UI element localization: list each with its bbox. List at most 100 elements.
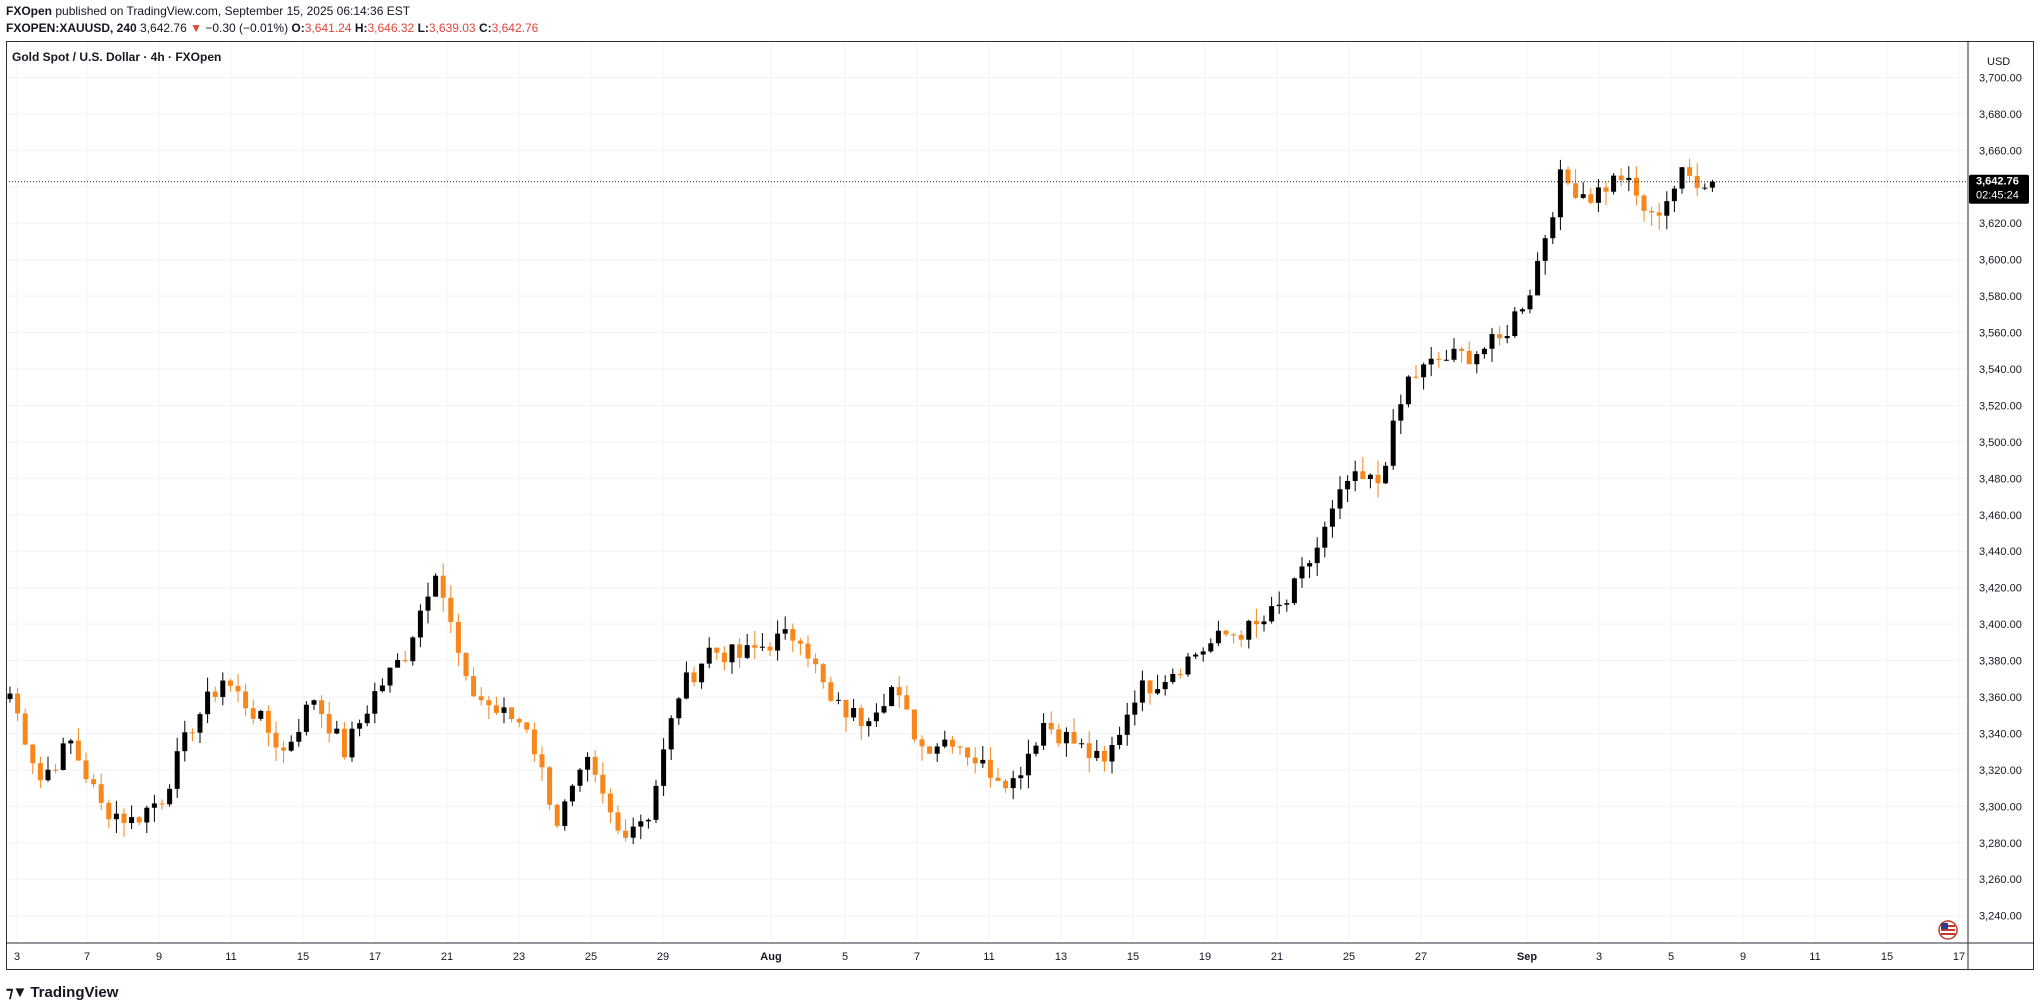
candle-body bbox=[934, 746, 940, 754]
candle-body bbox=[121, 813, 127, 824]
currency-label[interactable]: USD bbox=[1987, 56, 2010, 68]
y-tick-label: 3,300.00 bbox=[1979, 801, 2022, 813]
candle-body bbox=[159, 803, 165, 805]
candle-body bbox=[516, 719, 522, 723]
candle-body bbox=[395, 659, 401, 668]
tradingview-brand[interactable]: ⁊▼ TradingView bbox=[6, 983, 118, 1002]
candle-body bbox=[349, 728, 355, 758]
price-scale[interactable]: 3,240.00 3,260.00 3,280.00 3,300.00 3,320.00… bbox=[1979, 72, 2022, 922]
candle-body bbox=[250, 708, 256, 719]
candle-body bbox=[311, 700, 317, 705]
candle-body bbox=[1466, 350, 1472, 365]
candle-body bbox=[1405, 376, 1411, 405]
y-tick-label: 3,340.00 bbox=[1979, 728, 2022, 740]
candle-body bbox=[737, 644, 743, 658]
x-tick-label: 21 bbox=[441, 951, 453, 963]
candle-body bbox=[911, 709, 917, 740]
candle-body bbox=[1185, 656, 1191, 675]
candle-body bbox=[1557, 169, 1563, 218]
low-value: 3,639.03 bbox=[428, 21, 476, 35]
publisher-name[interactable]: FXOpen bbox=[6, 4, 53, 18]
candle-body bbox=[1687, 167, 1693, 176]
candle-body bbox=[752, 645, 758, 648]
candle-body bbox=[1512, 311, 1518, 337]
candle-body bbox=[493, 705, 499, 713]
x-tick-label: Aug bbox=[760, 951, 781, 963]
candle-body bbox=[1390, 420, 1396, 466]
candle-body bbox=[98, 784, 104, 803]
candle-body bbox=[554, 804, 560, 826]
candle-body bbox=[319, 700, 325, 714]
candle-body bbox=[1489, 334, 1495, 349]
x-tick-label: 15 bbox=[297, 951, 309, 963]
candle-body bbox=[53, 769, 59, 771]
candle-body bbox=[1200, 651, 1206, 655]
x-tick-label: 15 bbox=[1127, 951, 1139, 963]
candle-body bbox=[1117, 734, 1123, 745]
candle-body bbox=[607, 793, 613, 813]
candle-body bbox=[478, 696, 484, 701]
candle-body bbox=[949, 739, 955, 747]
candle-body bbox=[1702, 187, 1708, 189]
y-tick-label: 3,240.00 bbox=[1979, 911, 2022, 923]
candle-body bbox=[1101, 750, 1107, 762]
candle-body bbox=[547, 767, 553, 805]
candle-body bbox=[1033, 745, 1039, 754]
candle-body bbox=[1170, 673, 1176, 682]
candle-body bbox=[653, 785, 659, 820]
candle-body bbox=[1641, 195, 1647, 211]
candle-body bbox=[68, 740, 74, 744]
chart-frame bbox=[6, 41, 2034, 970]
candle-body bbox=[600, 774, 606, 794]
candle-body bbox=[706, 647, 712, 664]
us-flag-icon[interactable] bbox=[1938, 920, 1958, 940]
candle-body bbox=[1413, 376, 1419, 378]
candle-body bbox=[106, 802, 112, 820]
candle-body bbox=[1519, 309, 1525, 312]
candle-body bbox=[683, 672, 689, 699]
close-label: C: bbox=[478, 21, 492, 35]
candle-body bbox=[167, 788, 173, 805]
high-label: H: bbox=[354, 21, 368, 35]
candle-body bbox=[1253, 620, 1259, 625]
candle-body bbox=[585, 756, 591, 770]
candle-body bbox=[7, 693, 13, 700]
candle-body bbox=[1337, 489, 1343, 509]
change-value: −0.30 (−0.01%) bbox=[205, 21, 289, 35]
candle-body bbox=[1664, 201, 1670, 216]
candle-body bbox=[1360, 471, 1366, 480]
price-chart[interactable]: 3,240.00 3,260.00 3,280.00 3,300.00 3,320.00… bbox=[6, 41, 2034, 970]
y-tick-label: 3,660.00 bbox=[1979, 145, 2022, 157]
candle-body bbox=[334, 728, 340, 734]
candle-body bbox=[433, 575, 439, 597]
candle-body bbox=[1246, 620, 1252, 640]
candle-body bbox=[1595, 187, 1601, 203]
candle-body bbox=[1421, 364, 1427, 378]
candle-body bbox=[1162, 681, 1168, 690]
candle-body bbox=[1671, 188, 1677, 202]
candle-body bbox=[1603, 187, 1609, 192]
candle-body bbox=[1048, 722, 1054, 730]
candle-body bbox=[1063, 731, 1069, 744]
candle-body bbox=[425, 596, 431, 611]
candle-body bbox=[1307, 563, 1313, 567]
x-tick-label: 23 bbox=[513, 951, 525, 963]
candle-body bbox=[1018, 775, 1024, 779]
candle-body bbox=[1535, 260, 1541, 296]
candle-body bbox=[1588, 194, 1594, 203]
candle-body bbox=[174, 751, 180, 789]
candle-body bbox=[1177, 673, 1183, 675]
candle-body bbox=[1481, 348, 1487, 355]
candle-body bbox=[182, 732, 188, 752]
candle-body bbox=[281, 747, 287, 751]
candle-body bbox=[1291, 578, 1297, 604]
candle-body bbox=[1223, 630, 1229, 635]
candle-body bbox=[1208, 643, 1214, 652]
candle-body bbox=[858, 707, 864, 727]
last-price-badge: 3,642.76 02:45:24 bbox=[1969, 174, 2029, 204]
x-tick-label: 25 bbox=[1343, 951, 1355, 963]
candle-body bbox=[341, 728, 347, 758]
candle-body bbox=[1086, 743, 1092, 758]
time-scale[interactable]: 3 7 9 11 15 17 21 23 25 29 Aug 5 7 11 13 15 19 21 25 27 Sep 3… bbox=[14, 951, 1965, 963]
candle-body bbox=[486, 700, 492, 706]
